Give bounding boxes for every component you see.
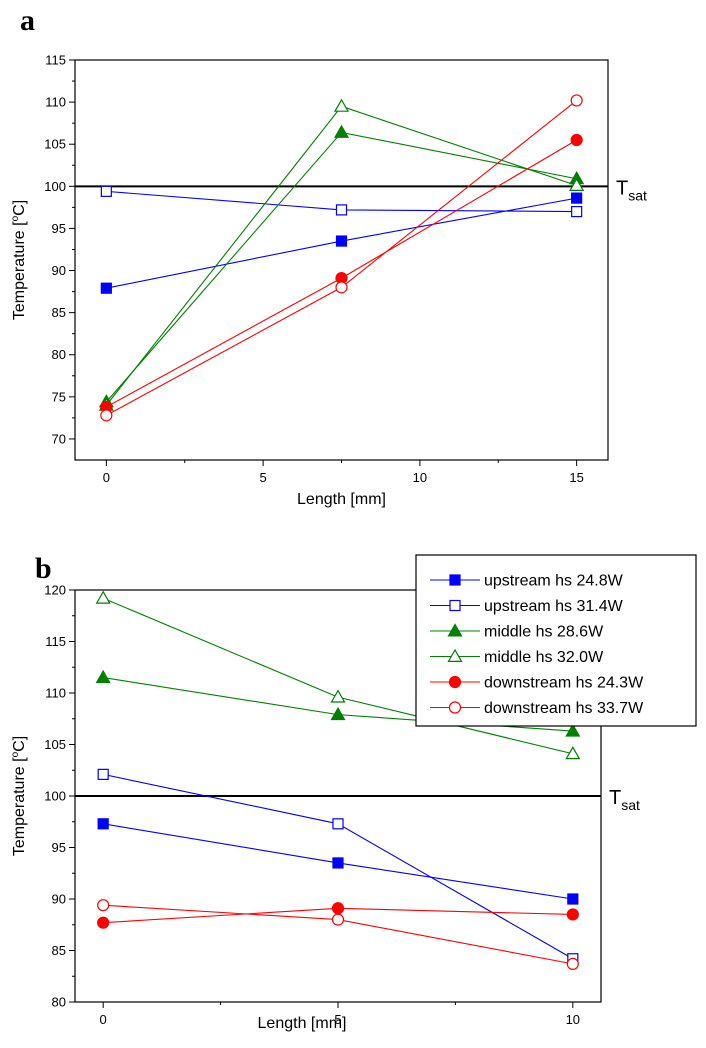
panel-a-y-tick-label: 95 (52, 221, 66, 236)
panel-a-x-tick-label: 15 (569, 470, 583, 485)
panel-b-legend: upstream hs 24.8W upstream hs 31.4W middle… (415, 554, 697, 727)
panel-b-x-tick-label: 0 (100, 1012, 107, 1027)
panel-b-data-point (565, 746, 581, 760)
panel-b-data-point (330, 689, 346, 703)
panel-b-legend-label: middle hs 32.0W (484, 649, 604, 666)
panel-b-legend-box (415, 554, 697, 727)
panel-b-legend-marker (449, 574, 461, 586)
panel-b-legend-label: upstream hs 31.4W (484, 598, 624, 615)
panel-b-x-axis-label: Length [mm] (258, 1015, 347, 1032)
panel-a-plot-frame (74, 59, 609, 461)
panel-a-series-3 (98, 98, 585, 411)
panel-a-series-5 (100, 94, 583, 422)
panel-b-y-tick-label: 95 (52, 840, 66, 855)
panel-a-data-point (570, 133, 583, 147)
panel-a-y-tick-label: 110 (45, 95, 66, 110)
panel-a-y-tick-label: 90 (52, 263, 66, 278)
panel-b-y-tick-label: 85 (52, 943, 66, 958)
panel-a-series-4 (100, 133, 583, 414)
panel-b-series-5 (97, 899, 579, 970)
panel-a-y-tick-label: 85 (52, 305, 66, 320)
panel-b-y-tick-label: 115 (45, 634, 66, 649)
panel-a-y-axis-label: Temperature [oC] (10, 200, 28, 320)
panel-a-tsat-label: Tsat (616, 177, 647, 203)
panel-b-x-tick-label: 5 (334, 1012, 341, 1027)
panel-a-x-tick-label: 0 (103, 470, 110, 485)
panel-b-data-point (95, 669, 111, 684)
panel-b-legend-marker (448, 675, 462, 689)
panel-a-data-point (100, 409, 113, 422)
panel-b-chart: b 80 85 90 95 100 105 110 115 120 0 5 10 Length [mm] T… (10, 552, 697, 1032)
panel-b-legend-marker (447, 648, 463, 662)
panel-a-series-1 (100, 185, 583, 218)
panel-a-x-tick-label: 10 (413, 470, 427, 485)
panel-a-data-point (571, 205, 583, 218)
panel-a-series-2 (98, 124, 585, 408)
panel-b-data-point (331, 902, 345, 915)
panel-b-series-4 (97, 902, 579, 929)
panel-b-letter: b (35, 552, 52, 585)
panel-a-y-tick-label: 100 (44, 179, 66, 194)
panel-b-tsat-label: Tsat (609, 787, 640, 813)
panel-a-letter: a (20, 4, 35, 37)
panel-a-series-line (105, 131, 577, 403)
panel-a-y-tick-label: 70 (52, 431, 66, 446)
panel-b-y-tick-label: 100 (44, 789, 66, 804)
panel-b-data-point (332, 857, 344, 869)
panel-b-legend-marker (449, 599, 461, 612)
panel-b-legend-marker (448, 701, 462, 714)
panel-b-y-tick-label: 110 (45, 686, 66, 701)
panel-b-y-tick-label: 105 (44, 737, 66, 752)
panel-b-legend-label: downstream hs 33.7W (484, 700, 644, 717)
panel-b-x-tick-label: 10 (566, 1012, 580, 1027)
panel-b-y-axis-label: Temperature [oC] (10, 736, 28, 856)
panel-b-data-point (330, 706, 346, 721)
panel-a-data-point (335, 204, 348, 216)
panel-b-data-point (95, 590, 111, 604)
panel-a-y-tick-label: 80 (52, 347, 66, 362)
panel-b-data-point (566, 908, 579, 921)
panel-a-x-axis-label: Length [mm] (297, 491, 386, 508)
panel-b-legend-label: downstream hs 24.3W (484, 675, 644, 692)
panel-a-data-point (100, 282, 112, 294)
panel-b-data-point (97, 818, 109, 830)
panel-a-x-tick-label: 5 (260, 470, 267, 485)
panel-b-series-0 (97, 818, 579, 905)
panel-a-data-point (571, 192, 583, 204)
panel-a-data-point (569, 177, 585, 191)
panel-a-y-tick-label: 105 (44, 137, 66, 152)
panel-b-data-point (567, 893, 579, 905)
panel-a-series-0 (100, 192, 583, 294)
panel-b-legend-marker (447, 623, 463, 637)
panel-b-data-point (565, 723, 581, 737)
panel-b-data-point (566, 957, 579, 970)
panel-b-y-tick-label: 120 (44, 583, 66, 598)
panel-b-data-point (97, 916, 110, 929)
panel-b-data-point (332, 818, 344, 830)
panel-a-data-point (570, 94, 583, 107)
panel-b-y-tick-label: 90 (52, 892, 66, 907)
panel-b-data-point (331, 913, 345, 926)
panel-b-y-tick-label: 80 (52, 995, 66, 1010)
panel-a-data-point (333, 124, 350, 138)
panel-a-data-point (335, 235, 348, 247)
panel-b-data-point (97, 768, 109, 780)
panel-b-data-point (97, 899, 110, 912)
panel-a-y-tick-label: 115 (45, 53, 66, 68)
panel-b-legend-label: upstream hs 24.8W (484, 573, 624, 590)
panel-a-data-point (333, 98, 350, 112)
panel-a-chart: a 70 75 80 85 90 95 100 105 110 115 0 5 10 15 Length [m… (10, 4, 647, 508)
panel-b-series-3 (95, 590, 581, 760)
panel-b-legend-label: middle hs 28.6W (484, 624, 604, 641)
panel-a-y-tick-label: 75 (52, 389, 66, 404)
panel-a-data-point (100, 185, 112, 197)
panel-a-data-point (335, 281, 348, 294)
panel-a-series-line (105, 105, 577, 406)
